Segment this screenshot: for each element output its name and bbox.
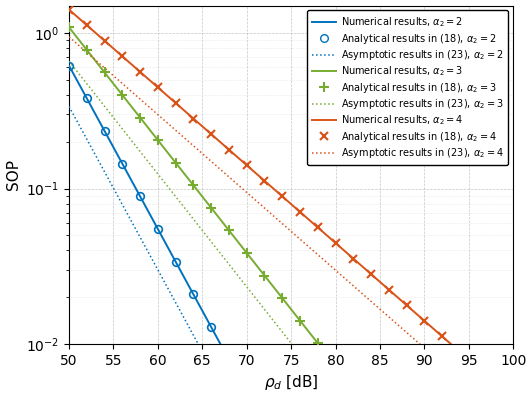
Y-axis label: SOP: SOP bbox=[5, 159, 21, 190]
Legend: Numerical results, $\alpha_2 = 2$, Analytical results in (18), $\alpha_2 = 2$, A: Numerical results, $\alpha_2 = 2$, Analy… bbox=[307, 10, 509, 165]
X-axis label: $\rho_d$ [dB]: $\rho_d$ [dB] bbox=[264, 373, 319, 392]
